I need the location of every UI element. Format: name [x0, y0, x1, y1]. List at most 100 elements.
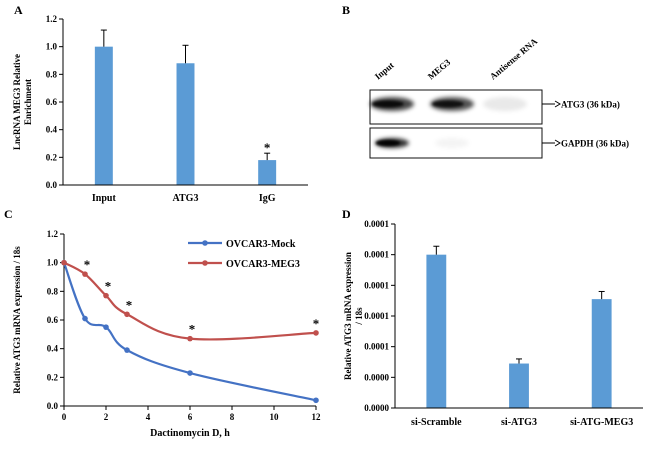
bar	[176, 63, 195, 186]
band-arrow-head	[554, 100, 561, 108]
blot-band-core	[372, 100, 404, 108]
y-tick-label: 0.4	[47, 344, 59, 354]
panel-a-bar-chart: 0.0 0.2 0.4 0.6 0.8 1.0 1.2 LncRNA MEG3 Relati…	[12, 14, 308, 204]
y-tick-label: 0.0000	[364, 403, 389, 413]
significance-star: *	[126, 297, 133, 312]
panel-label-b: B	[342, 3, 350, 17]
x-tick-label: 12	[312, 412, 322, 422]
significance-star: *	[313, 316, 320, 331]
data-point	[313, 330, 319, 336]
data-point	[313, 397, 319, 404]
y-tick-label: 0.0001	[364, 280, 389, 290]
legend-label: OVCAR3-MEG3	[226, 259, 300, 270]
data-point	[124, 347, 130, 353]
data-point	[103, 292, 109, 299]
blot-band	[435, 138, 469, 148]
x-tick-label: 2	[104, 412, 109, 422]
data-point	[124, 311, 130, 318]
y-axis-label-line: / 18s	[354, 307, 364, 326]
bar	[258, 160, 277, 185]
panel-label-d: D	[342, 207, 351, 221]
legend-swatch-marker	[202, 260, 208, 266]
panel-d-y-ticks: 0.0000 0.0000 0.0001 0.0001 0.0001 0.0001 0.00…	[364, 219, 395, 413]
significance-star: *	[105, 279, 112, 294]
panel-d-bars	[426, 245, 612, 408]
panel-c-y-ticks: 0.0 0.2 0.4 0.6 0.8 1.0 1.2	[47, 229, 64, 411]
panel-c-x-ticks: 0 2 4 6 8 10 12	[62, 406, 321, 422]
blot-band-core	[375, 140, 401, 146]
panel-b-band-labels: ATG3 (36 kDa) GAPDH (36 kDa)	[542, 100, 629, 149]
x-tick-label: 8	[230, 412, 235, 422]
y-axis-label-line: Enrichment	[23, 79, 33, 125]
lane-label: Antisense RNA	[488, 36, 540, 82]
data-point	[187, 335, 193, 342]
y-tick-label: 0.2	[47, 372, 59, 382]
panel-c-significance: * * * * *	[84, 257, 320, 337]
x-tick-label: 4	[146, 412, 151, 422]
lane-label: Input	[373, 60, 396, 81]
data-point	[187, 370, 193, 376]
blot-band	[483, 97, 527, 111]
y-tick-label: 0.8	[47, 286, 59, 296]
data-point	[61, 259, 67, 266]
y-tick-label: 0.4	[46, 125, 58, 135]
y-axis-label-line: Relative ATG3 mRNA expression	[343, 252, 353, 380]
data-point	[82, 315, 88, 322]
y-tick-label: 0.6	[46, 97, 58, 107]
y-tick-label: 1.0	[47, 258, 59, 268]
y-tick-label: 1.0	[46, 42, 58, 52]
significance-star: *	[264, 140, 271, 155]
panel-c-y-axis-label: Relative ATG3 mRNA expression / 18s	[12, 246, 22, 394]
panel-c-legend: OVCAR3-Mock OVCAR3-MEG3	[188, 239, 300, 270]
category-label: si-ATG-MEG3	[570, 417, 633, 428]
bar	[94, 46, 113, 185]
y-tick-label: 0.0001	[364, 250, 389, 260]
y-tick-label: 0.0001	[364, 342, 389, 352]
y-tick-label: 0.0000	[364, 372, 389, 382]
y-axis-label-line: LncRNA MEG3 Relative	[12, 54, 22, 150]
y-tick-label: 0.2	[46, 152, 58, 162]
category-label: si-Scramble	[411, 417, 462, 428]
y-tick-label: 1.2	[46, 14, 58, 24]
panel-c-x-axis-label: Dactinomycin D, h	[150, 428, 230, 439]
panel-label-a: A	[14, 3, 23, 17]
panel-d-bar-chart: 0.0000 0.0000 0.0001 0.0001 0.0001 0.0001 0.00…	[343, 219, 643, 428]
x-tick-label: 10	[270, 412, 280, 422]
legend-swatch-marker	[202, 240, 208, 246]
y-tick-label: 0.8	[46, 69, 58, 79]
category-label: si-ATG3	[501, 417, 537, 428]
significance-star: *	[84, 257, 91, 272]
data-point	[82, 271, 88, 277]
data-point	[103, 324, 109, 330]
panel-a-y-axis-label: LncRNA MEG3 Relative Enrichment	[12, 54, 33, 150]
x-tick-label: 6	[188, 412, 193, 422]
y-axis-label-line: Relative ATG3 mRNA expression / 18s	[12, 246, 22, 394]
panel-c-series	[61, 259, 319, 404]
significance-star: *	[189, 322, 196, 337]
panel-d-y-axis-label: Relative ATG3 mRNA expression/ 18s	[343, 252, 364, 380]
panel-c-line-chart: 0.0 0.2 0.4 0.6 0.8 1.0 1.2 0 2 4 6 8 10 12 Relative…	[12, 229, 321, 439]
y-tick-label: 0.0	[47, 401, 59, 411]
legend-label: OVCAR3-Mock	[226, 239, 296, 250]
y-tick-label: 0.0	[46, 180, 58, 190]
panel-a-y-ticks: 0.0 0.2 0.4 0.6 0.8 1.0 1.2	[46, 14, 63, 190]
panel-a-bars: *	[94, 29, 277, 186]
blot-band-core	[432, 100, 464, 108]
panel-d-category-labels: si-Scramble si-ATG3 si-ATG-MEG3	[411, 417, 633, 428]
panel-b-western-blot: Input MEG3 Antisense RNA ATG3 (36 kDa) GAPD…	[369, 36, 629, 159]
panel-b-lane-labels: Input MEG3 Antisense RNA	[373, 36, 540, 82]
bar	[509, 363, 529, 408]
panel-label-c: C	[4, 207, 13, 221]
lane-label: MEG3	[426, 57, 453, 82]
category-label: Input	[92, 193, 117, 204]
band-label: GAPDH (36 kDa)	[561, 139, 629, 149]
x-tick-label: 0	[62, 412, 67, 422]
panel-b-bands	[370, 97, 527, 148]
category-label: ATG3	[173, 193, 199, 204]
bar	[591, 299, 612, 408]
bar	[426, 254, 447, 408]
y-tick-label: 0.6	[47, 315, 59, 325]
y-tick-label: 0.0001	[364, 311, 389, 321]
category-label: IgG	[259, 193, 276, 204]
